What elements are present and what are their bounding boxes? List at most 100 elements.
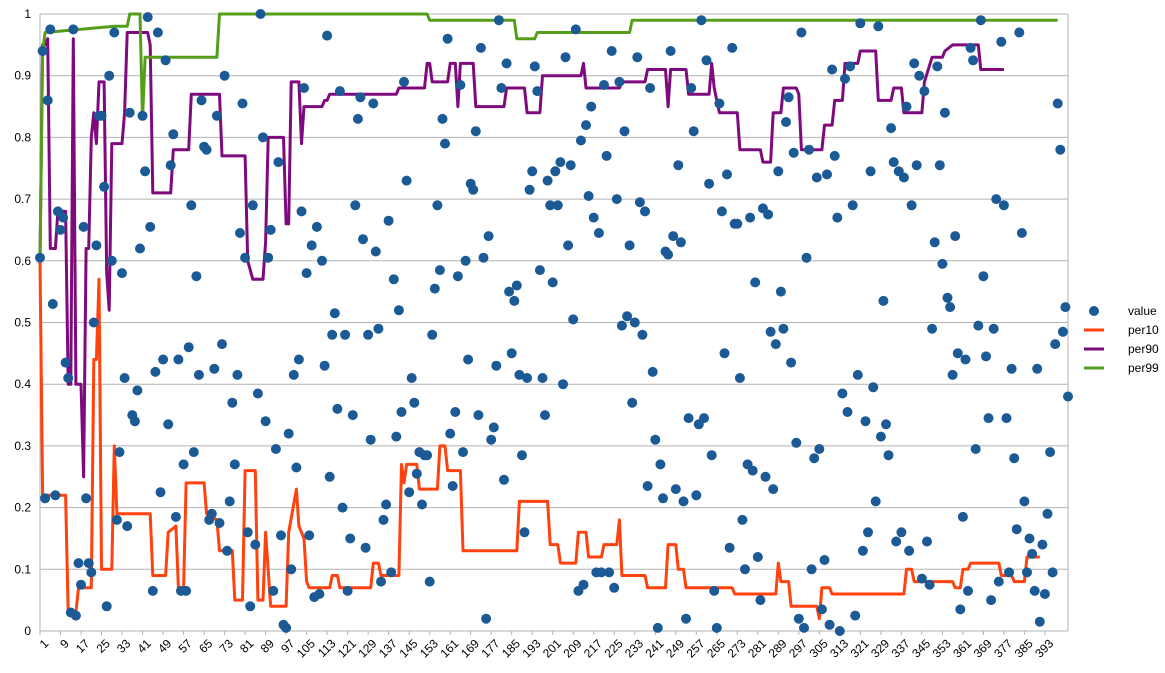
value-point	[763, 209, 774, 220]
value-point	[704, 178, 715, 189]
value-point	[281, 622, 292, 633]
value-point	[952, 348, 963, 359]
value-point	[1060, 302, 1071, 313]
value-point	[791, 437, 802, 448]
value-point	[293, 354, 304, 365]
value-point	[158, 354, 169, 365]
value-point	[386, 567, 397, 578]
value-point	[532, 86, 543, 97]
value-point	[855, 18, 866, 29]
value-point	[519, 527, 530, 538]
value-point	[875, 431, 886, 442]
value-point	[675, 237, 686, 248]
value-point	[499, 474, 509, 485]
value-point	[104, 70, 115, 81]
value-point	[832, 212, 843, 223]
x-tick-label: 137	[376, 636, 400, 660]
value-point	[152, 27, 163, 38]
value-point	[1032, 363, 1043, 374]
value-point	[701, 55, 712, 66]
value-point	[670, 484, 681, 495]
value-point	[898, 172, 909, 183]
value-point	[765, 326, 776, 337]
x-tick-label: 353	[930, 636, 954, 660]
value-point	[599, 80, 609, 90]
value-point	[178, 459, 189, 470]
value-point	[252, 388, 263, 399]
value-point	[916, 573, 927, 584]
value-point	[468, 184, 479, 195]
value-point	[211, 110, 222, 121]
value-point	[458, 447, 468, 458]
x-tick-label: 57	[176, 636, 196, 656]
value-point	[609, 582, 620, 593]
value-point	[840, 73, 850, 84]
value-point	[242, 527, 253, 538]
value-point	[775, 286, 786, 297]
value-point	[314, 589, 325, 599]
value-point	[481, 613, 492, 624]
value-point	[227, 397, 238, 408]
x-tick-label: 337	[889, 636, 913, 660]
value-point	[622, 311, 633, 322]
y-tick-label: 0.1	[14, 562, 31, 576]
value-point	[711, 622, 722, 633]
value-point	[524, 184, 535, 195]
value-point	[1027, 548, 1038, 559]
value-point	[183, 342, 194, 353]
x-tick-label: 257	[684, 636, 708, 660]
legend-label-per10: per10	[1128, 323, 1159, 337]
value-point	[896, 527, 907, 538]
value-point	[501, 58, 512, 69]
x-tick-label: 73	[217, 636, 237, 656]
value-point	[511, 280, 522, 291]
value-point	[358, 234, 368, 245]
value-point	[96, 110, 107, 121]
value-point	[163, 419, 174, 430]
value-point	[545, 200, 556, 211]
x-tick-label: 345	[909, 636, 933, 660]
value-point	[842, 407, 853, 417]
value-point	[147, 585, 158, 596]
value-point	[311, 221, 322, 232]
value-point	[883, 450, 894, 461]
value-point	[470, 126, 481, 137]
value-point	[727, 42, 738, 53]
value-point	[740, 564, 750, 575]
value-point	[101, 601, 112, 612]
value-point	[683, 413, 694, 424]
value-point	[232, 369, 243, 380]
value-point	[424, 576, 435, 587]
value-point	[217, 339, 227, 350]
value-point	[737, 514, 748, 525]
x-tick-label: 49	[155, 636, 175, 656]
x-tick-label: 113	[315, 636, 339, 660]
value-point	[850, 610, 861, 621]
legend: value per10 per90 per99	[1084, 304, 1159, 375]
value-point	[914, 70, 925, 81]
value-point	[668, 231, 679, 242]
value-point	[160, 55, 171, 66]
value-point	[55, 224, 66, 235]
value-point	[373, 323, 384, 334]
value-point	[401, 175, 412, 186]
value-point	[1045, 447, 1056, 458]
value-point	[450, 407, 461, 417]
x-tick-label: 281	[745, 636, 769, 660]
value-point	[860, 416, 871, 427]
value-point	[496, 83, 507, 93]
value-point	[1034, 616, 1045, 627]
x-tick-label: 89	[258, 636, 278, 656]
value-point	[296, 206, 307, 217]
value-point	[773, 166, 784, 177]
value-point	[235, 228, 245, 238]
value-point	[988, 323, 999, 334]
value-point	[350, 200, 361, 211]
x-tick-label: 265	[704, 636, 728, 660]
value-point	[334, 86, 345, 97]
value-point	[170, 511, 181, 522]
value-point	[268, 585, 279, 596]
value-point	[360, 542, 371, 553]
value-point	[906, 200, 917, 211]
value-point	[829, 150, 840, 161]
